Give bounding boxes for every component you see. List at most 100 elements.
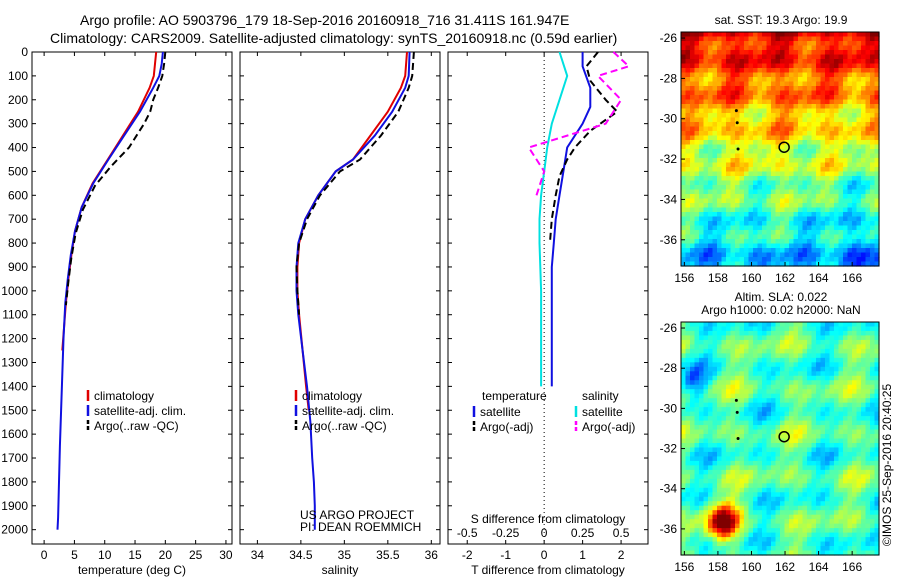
- map-cell: [816, 117, 822, 123]
- map-cell: [703, 257, 709, 263]
- map-cell: [798, 447, 804, 453]
- map-cell: [852, 167, 858, 173]
- map-cell: [829, 68, 835, 74]
- map-cell: [703, 198, 709, 204]
- map-cell: [726, 389, 732, 395]
- map-cell: [825, 438, 831, 444]
- map-cell: [712, 122, 718, 128]
- map-cell: [793, 465, 799, 471]
- map-cell: [712, 68, 718, 74]
- map-cell: [807, 416, 813, 422]
- map-cell: [807, 398, 813, 404]
- map-cell: [739, 330, 745, 337]
- map-cell: [717, 198, 723, 204]
- map-cell: [717, 149, 723, 155]
- map-cell: [699, 496, 705, 502]
- map-cell: [784, 384, 790, 390]
- map-cell: [874, 131, 880, 137]
- map-cell: [690, 469, 696, 475]
- map-cell: [802, 144, 808, 150]
- map-cell: [843, 167, 849, 173]
- map-cell: [825, 216, 831, 222]
- map-cell: [829, 77, 835, 83]
- map-cell: [793, 257, 799, 263]
- map-cell: [694, 402, 700, 408]
- map-cell: [681, 402, 687, 408]
- map-cell: [811, 68, 817, 74]
- map-cell: [739, 257, 745, 263]
- map-cell: [834, 523, 840, 529]
- map-cell: [820, 45, 826, 51]
- map-cell: [757, 375, 763, 381]
- map-cell: [784, 398, 790, 404]
- map-cell: [802, 514, 808, 520]
- map-cell: [807, 122, 813, 128]
- map-cell: [685, 429, 691, 435]
- map-cell: [690, 501, 696, 507]
- map-cell: [762, 216, 768, 222]
- map-cell: [708, 194, 714, 200]
- map-cell: [708, 185, 714, 191]
- map-cell: [807, 362, 813, 368]
- map-cell: [699, 221, 705, 227]
- map-cell: [874, 171, 880, 177]
- map-cell: [730, 203, 736, 209]
- map-cell: [708, 465, 714, 471]
- map-cell: [874, 469, 880, 475]
- map-cell: [829, 501, 835, 507]
- map-cell: [834, 438, 840, 444]
- map-cell: [744, 225, 750, 231]
- map-cell: [852, 207, 858, 213]
- map-cell: [834, 380, 840, 386]
- map-cell: [816, 225, 822, 231]
- map-cell: [748, 474, 754, 480]
- map-cell: [726, 117, 732, 123]
- map-y-tick-label: -32: [660, 152, 678, 166]
- map-cell: [829, 465, 835, 471]
- map-cell: [820, 180, 826, 186]
- map-cell: [739, 41, 745, 47]
- map-cell: [726, 261, 732, 267]
- map-cell: [816, 131, 822, 137]
- map-cell: [685, 90, 691, 96]
- map-cell: [825, 465, 831, 471]
- map-cell: [721, 501, 727, 507]
- map-cell: [811, 537, 817, 543]
- map-cell: [699, 447, 705, 453]
- map-cell: [699, 528, 705, 534]
- map-cell: [762, 59, 768, 65]
- map-cell: [856, 99, 862, 105]
- map-cell: [856, 469, 862, 475]
- map-cell: [771, 425, 777, 431]
- map-cell: [825, 185, 831, 191]
- map-cell: [748, 225, 754, 231]
- map-cell: [757, 546, 763, 552]
- map-cell: [775, 90, 781, 96]
- map-cell: [861, 384, 867, 390]
- map-cell: [730, 402, 736, 408]
- map-cell: [874, 474, 880, 480]
- map-cell: [712, 362, 718, 368]
- map-cell: [694, 326, 700, 332]
- map-cell: [730, 122, 736, 128]
- map-cell: [784, 99, 790, 105]
- map-cell: [870, 95, 876, 101]
- map-cell: [870, 239, 876, 245]
- map-cell: [843, 153, 849, 159]
- map-cell: [798, 32, 804, 38]
- map-cell: [780, 348, 786, 354]
- map-cell: [870, 384, 876, 390]
- map-cell: [870, 248, 876, 254]
- map-cell: [744, 366, 750, 372]
- difference-xlabel: T difference from climatology: [471, 563, 625, 577]
- map-cell: [717, 465, 723, 471]
- map-cell: [685, 77, 691, 83]
- map-cell: [865, 248, 871, 254]
- map-cell: [820, 171, 826, 177]
- map-cell: [730, 149, 736, 155]
- map-cell: [816, 50, 822, 56]
- map-cell: [811, 375, 817, 381]
- map-cell: [816, 113, 822, 119]
- map-cell: [807, 523, 813, 529]
- map-cell: [757, 447, 763, 453]
